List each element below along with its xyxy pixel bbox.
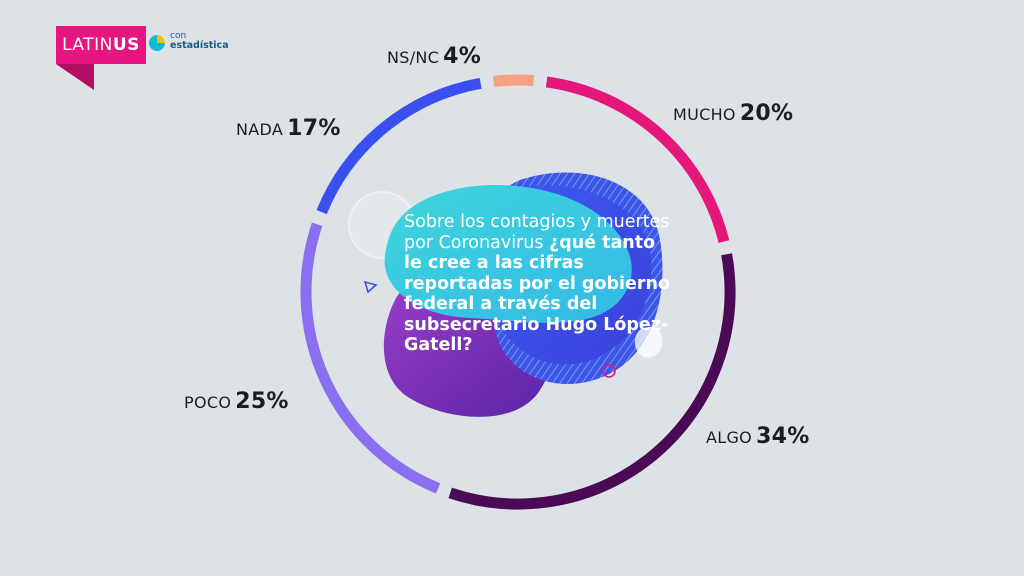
con-estadistica-icon (149, 35, 165, 51)
label-algo: ALGO 34% (706, 424, 810, 449)
partner-line-1: con (170, 31, 187, 41)
white-blob-decoration (634, 326, 663, 358)
label-nada: NADA 17% (236, 116, 341, 141)
category-label: NADA (236, 120, 284, 139)
percent-label: 20% (739, 101, 794, 126)
latinus-logo: LATIN US (56, 26, 146, 64)
ring-segment-algo (448, 253, 736, 510)
ring-segment-mucho (545, 76, 730, 243)
ring-segment-nada (316, 77, 482, 215)
survey-question: Sobre los contagios y muertes por Corona… (404, 212, 672, 356)
ring-segment-poco (300, 222, 441, 494)
teal-blob (384, 185, 632, 323)
decorative-blobs (348, 172, 663, 417)
logo-text-light: LATIN (62, 35, 113, 55)
percent-label: 4% (443, 44, 482, 69)
percent-label: 25% (235, 389, 289, 414)
category-label: MUCHO (673, 105, 736, 124)
label-mucho: MUCHO 20% (673, 101, 793, 126)
question-intro: Sobre los contagios y muertes por Corona… (404, 212, 670, 253)
category-label: ALGO (706, 428, 753, 447)
triangle-decoration (363, 280, 378, 294)
logo-text-bold: US (112, 35, 140, 55)
partner-line-2: estadística (170, 40, 229, 51)
ring-segment-nsnc (492, 74, 535, 87)
donut-ring (300, 74, 736, 510)
logo-flag-tail (56, 64, 94, 90)
label-poco: POCO 25% (184, 389, 289, 414)
percent-label: 17% (287, 116, 341, 141)
question-bold: ¿qué tanto le cree a las cifras reportad… (404, 232, 670, 356)
partner-logo: con estadística (170, 31, 229, 51)
category-label: POCO (184, 393, 232, 412)
category-label: NS/NC (387, 48, 440, 67)
percent-label: 34% (756, 424, 810, 449)
ring-decoration (602, 364, 616, 378)
label-nsnc: NS/NC 4% (387, 44, 481, 69)
